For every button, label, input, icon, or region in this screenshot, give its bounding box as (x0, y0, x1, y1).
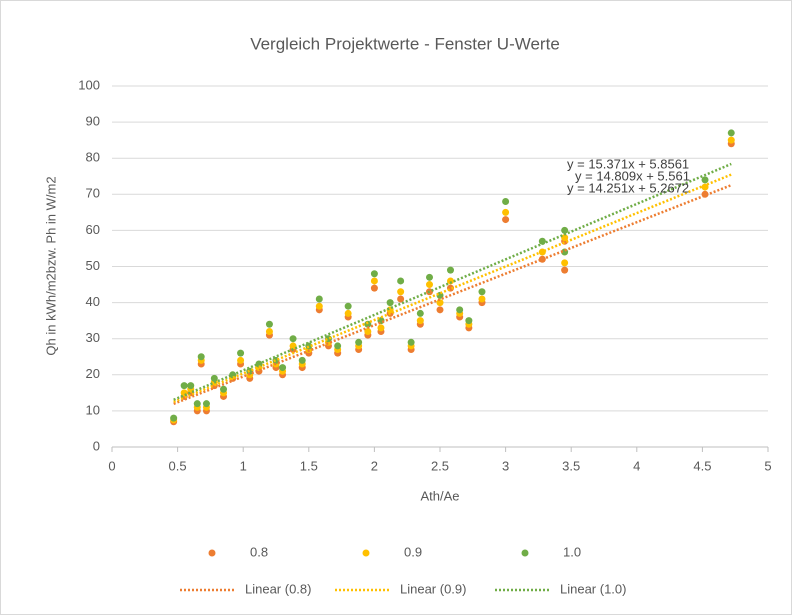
point (355, 338, 363, 346)
point (193, 400, 201, 408)
point (298, 356, 306, 364)
x-axis-title: Ath/Ae (420, 488, 459, 503)
point (210, 374, 218, 382)
point (727, 136, 735, 144)
y-tick-label: 100 (78, 77, 100, 92)
point (426, 273, 434, 281)
point (436, 299, 444, 307)
point (170, 414, 178, 422)
point (446, 266, 454, 274)
point (397, 288, 405, 296)
point (220, 385, 228, 393)
x-tick-label: 4 (633, 458, 640, 473)
point (538, 237, 546, 245)
x-tick-label: 0 (108, 458, 115, 473)
point (701, 176, 709, 184)
point (377, 324, 385, 332)
point (502, 208, 510, 216)
x-tick-label: 1 (240, 458, 247, 473)
legend-label: 0.8 (250, 544, 268, 559)
point (416, 317, 424, 325)
y-tick-label: 0 (93, 438, 100, 453)
legend-label: Linear (0.9) (400, 581, 466, 596)
x-tick-label: 4.5 (693, 458, 711, 473)
point (289, 335, 297, 343)
point (370, 270, 378, 278)
point (561, 259, 569, 267)
trend-equation: y = 14.251x + 5.2672 (567, 180, 689, 195)
y-tick-label: 20 (86, 366, 100, 381)
trendline (173, 162, 732, 401)
y-tick-label: 90 (86, 114, 100, 129)
legend-marker (208, 549, 216, 557)
point (279, 364, 287, 372)
point (344, 309, 352, 317)
y-tick-label: 70 (86, 186, 100, 201)
trendline (173, 173, 732, 403)
point (446, 277, 454, 285)
x-tick-label: 2 (371, 458, 378, 473)
point (727, 129, 735, 137)
point (426, 281, 434, 289)
x-tick-label: 3.5 (562, 458, 580, 473)
legend-marker (362, 549, 370, 557)
point (334, 342, 342, 350)
point (364, 327, 372, 335)
point (561, 226, 569, 234)
point (265, 327, 273, 335)
point (197, 353, 205, 361)
x-tick-label: 2.5 (431, 458, 449, 473)
point (202, 400, 210, 408)
point (187, 382, 195, 390)
x-tick-label: 1.5 (300, 458, 318, 473)
point (386, 299, 394, 307)
point (344, 302, 352, 310)
y-tick-label: 80 (86, 150, 100, 165)
point (370, 277, 378, 285)
point (237, 356, 245, 364)
point (397, 295, 405, 303)
x-tick-label: 3 (502, 458, 509, 473)
x-tick-label: 5 (764, 458, 771, 473)
legend-marker (521, 549, 529, 557)
point (478, 288, 486, 296)
point (397, 277, 405, 285)
point (416, 309, 424, 317)
legend-label: Linear (0.8) (245, 581, 311, 596)
legend-label: 0.9 (404, 544, 422, 559)
point (315, 302, 323, 310)
point (265, 320, 273, 328)
point (315, 295, 323, 303)
trend-equation: y = 14.809x + 5.561 (575, 168, 690, 183)
legend-label: 1.0 (563, 544, 581, 559)
y-tick-label: 50 (86, 258, 100, 273)
point (370, 284, 378, 292)
point (478, 295, 486, 303)
trend-equation: y = 15.371x + 5.8561 (567, 156, 689, 171)
point (456, 306, 464, 314)
point (465, 317, 473, 325)
y-tick-label: 60 (86, 222, 100, 237)
x-tick-label: 0.5 (169, 458, 187, 473)
y-tick-label: 30 (86, 330, 100, 345)
point (407, 338, 415, 346)
point (289, 342, 297, 350)
point (436, 306, 444, 314)
point (237, 349, 245, 357)
point (561, 266, 569, 274)
legend-label: Linear (1.0) (560, 581, 626, 596)
point (502, 216, 510, 224)
y-axis-title: Qh in kWh/m2bzw. Ph in W/m2 (43, 176, 58, 355)
point (180, 382, 188, 390)
chart-title: Vergleich Projektwerte - Fenster U-Werte (250, 34, 560, 53)
point (561, 234, 569, 242)
y-tick-label: 10 (86, 402, 100, 417)
y-tick-label: 40 (86, 294, 100, 309)
point (502, 198, 510, 206)
